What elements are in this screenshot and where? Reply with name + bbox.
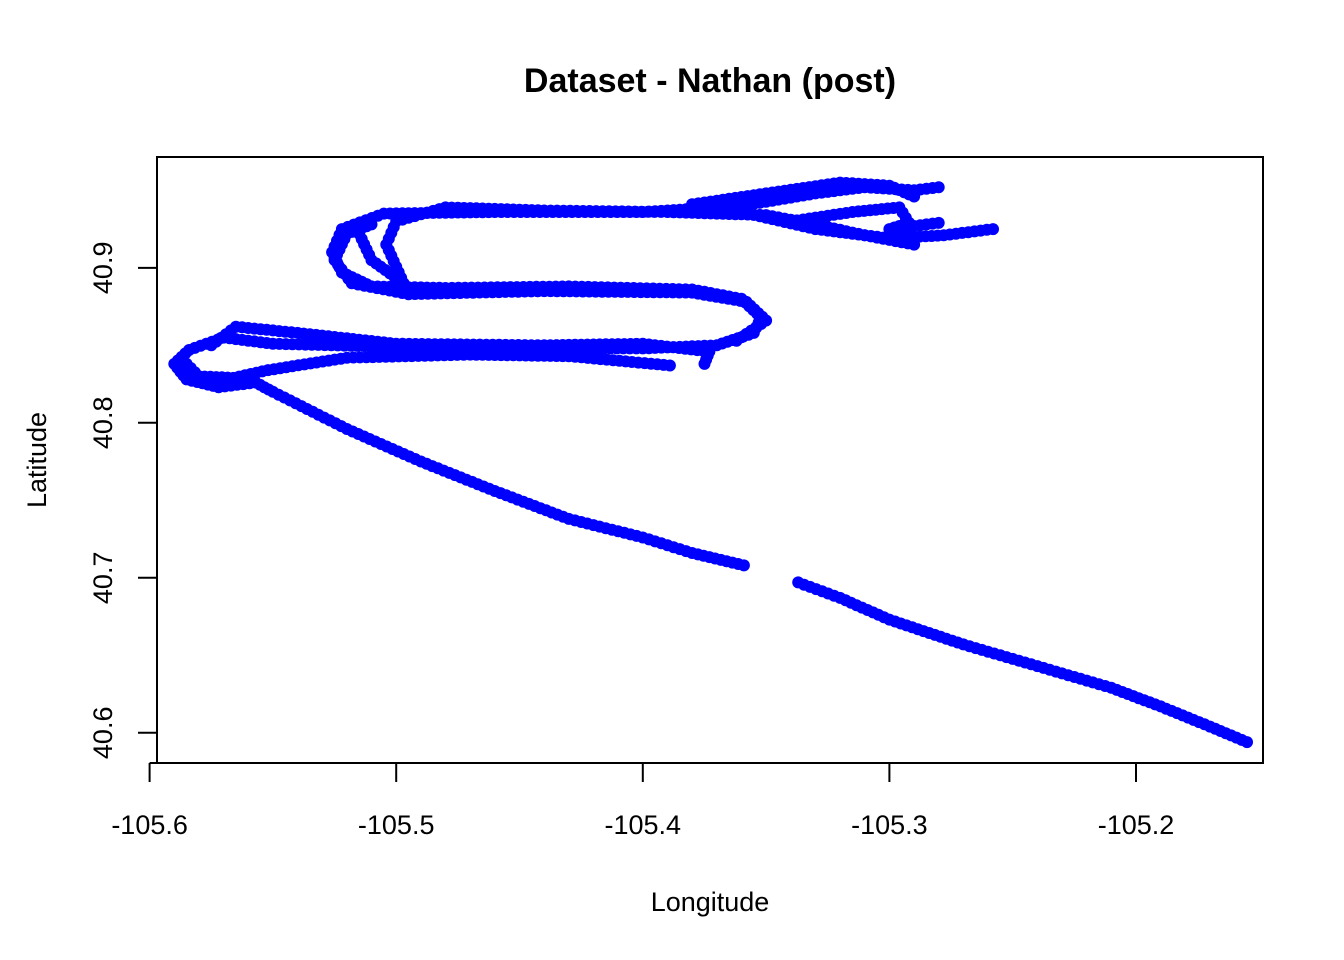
x-axis: -105.6 -105.5 -105.4 -105.3 -105.2: [111, 762, 1175, 840]
x-tick-label: -105.2: [1098, 810, 1175, 840]
y-tick-label: 40.8: [88, 397, 118, 450]
y-tick-label: 40.9: [88, 242, 118, 295]
x-tick-label: -105.4: [605, 810, 682, 840]
y-tick-label: 40.7: [88, 552, 118, 605]
x-axis-label: Longitude: [651, 887, 770, 917]
x-tick-label: -105.6: [111, 810, 188, 840]
data-points: [168, 176, 1253, 749]
plot-frame: [156, 156, 1264, 764]
data-point: [663, 359, 676, 372]
chart-title: Dataset - Nathan (post): [524, 62, 896, 100]
data-point: [932, 216, 945, 229]
y-axis: 40.6 40.7 40.8 40.9: [88, 242, 158, 760]
data-point: [932, 181, 945, 194]
data-point: [365, 218, 378, 231]
data-point: [698, 357, 711, 370]
data-point: [908, 190, 921, 203]
data-point: [987, 223, 999, 236]
y-tick-label: 40.6: [88, 707, 118, 760]
x-tick-label: -105.3: [851, 810, 928, 840]
data-point: [792, 576, 805, 589]
x-tick-label: -105.5: [358, 810, 435, 840]
y-axis-label: Latitude: [22, 412, 52, 508]
